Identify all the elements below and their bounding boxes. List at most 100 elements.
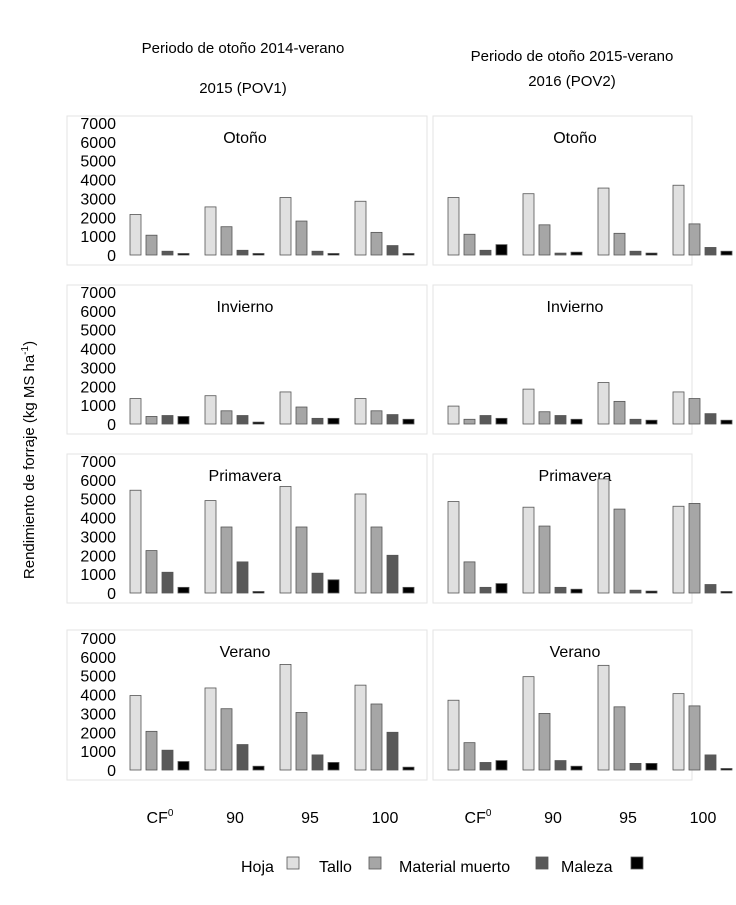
bar-material-muerto-cf xyxy=(161,415,174,425)
panel-title: Primavera xyxy=(209,468,282,485)
y-tick-label: 6000 xyxy=(80,650,116,667)
bar-hoja-cf xyxy=(447,197,460,256)
bar-hoja-100 xyxy=(672,391,685,425)
bar-material-muerto-100 xyxy=(386,731,399,771)
legend: Hoja Tallo Material muerto Maleza xyxy=(241,856,644,876)
bar-hoja-cf xyxy=(129,398,142,425)
bar-hoja-100 xyxy=(354,398,367,425)
bar-tallo-cf xyxy=(145,550,158,594)
legend-swatch-material-muerto xyxy=(535,856,549,870)
y-axis-label-main: Rendimiento de forraje (kg MS ha xyxy=(21,354,38,579)
bar-hoja-90 xyxy=(204,206,217,256)
bar-tallo-95 xyxy=(295,526,308,594)
bar-hoja-95 xyxy=(597,187,610,256)
y-tick-label: 7000 xyxy=(80,631,116,648)
legend-swatch-hoja xyxy=(286,856,300,870)
bar-material-muerto-95 xyxy=(311,572,324,594)
bar-material-muerto-90 xyxy=(236,415,249,425)
bar-hoja-95 xyxy=(279,197,292,256)
column-title-pov2-line1: Periodo de otoño 2015-verano xyxy=(471,48,674,65)
y-tick-label: 6000 xyxy=(80,135,116,152)
bar-material-muerto-cf xyxy=(479,762,492,771)
bar-maleza-cf xyxy=(177,586,190,594)
bar-maleza-cf xyxy=(177,761,190,771)
panel-verano-pov2: Verano xyxy=(432,629,733,781)
y-axis-label-sup: -1 xyxy=(20,345,31,354)
bar-maleza-cf xyxy=(177,253,190,256)
bar-material-muerto-90 xyxy=(236,744,249,771)
bar-maleza-100 xyxy=(402,418,415,425)
x-category-95-col1: 95 xyxy=(301,810,319,827)
y-tick-label: 1000 xyxy=(80,567,116,584)
bar-material-muerto-95 xyxy=(311,417,324,425)
bar-tallo-90 xyxy=(220,708,233,771)
bar-material-muerto-95 xyxy=(629,418,642,425)
bar-hoja-100 xyxy=(672,693,685,771)
bar-material-muerto-90 xyxy=(236,561,249,594)
bar-hoja-95 xyxy=(279,486,292,594)
bar-hoja-cf xyxy=(447,405,460,425)
bar-maleza-95 xyxy=(327,253,340,256)
bar-tallo-95 xyxy=(295,220,308,256)
panel-title: Invierno xyxy=(217,299,274,316)
bar-tallo-cf xyxy=(145,730,158,771)
bar-hoja-100 xyxy=(672,184,685,256)
bar-material-muerto-100 xyxy=(386,414,399,425)
bar-hoja-100 xyxy=(672,505,685,594)
bar-hoja-95 xyxy=(597,382,610,425)
y-tick-label: 5000 xyxy=(80,323,116,340)
bar-hoja-90 xyxy=(522,388,535,425)
y-tick-label: 0 xyxy=(107,417,116,434)
bar-material-muerto-100 xyxy=(386,554,399,594)
bar-maleza-cf xyxy=(495,583,508,594)
bar-tallo-cf xyxy=(145,416,158,425)
bar-tallo-100 xyxy=(688,705,701,771)
bar-tallo-95 xyxy=(613,706,626,771)
x-category-cf-col2: CF0 xyxy=(465,808,492,827)
bar-hoja-cf xyxy=(129,214,142,256)
bar-hoja-cf xyxy=(447,699,460,771)
bar-material-muerto-90 xyxy=(554,760,567,771)
x-category-90-col1: 90 xyxy=(226,810,244,827)
y-tick-label: 0 xyxy=(107,763,116,780)
y-tick-label: 4000 xyxy=(80,342,116,359)
bar-material-muerto-100 xyxy=(386,245,399,256)
bar-hoja-cf xyxy=(129,695,142,771)
legend-swatch-tallo xyxy=(368,856,382,870)
y-tick-label: 3000 xyxy=(80,360,116,377)
bar-maleza-90 xyxy=(252,253,265,256)
y-tick-label: 5000 xyxy=(80,669,116,686)
y-axis-label: Rendimiento de forraje (kg MS ha-1) xyxy=(20,341,38,579)
legend-label-material-muerto: Material muerto xyxy=(399,859,510,876)
bar-tallo-cf xyxy=(463,233,476,256)
bar-hoja-95 xyxy=(279,391,292,425)
y-tick-label: 0 xyxy=(107,248,116,265)
x-category-cf-col1: CF0 xyxy=(147,808,174,827)
legend-label-tallo: Tallo xyxy=(319,859,352,876)
y-tick-label: 2000 xyxy=(80,725,116,742)
panel-frame xyxy=(66,115,428,266)
panel-frame xyxy=(66,629,428,781)
x-category-base: 90 xyxy=(544,810,562,827)
panel-frame xyxy=(66,453,428,604)
y-tick-label: 7000 xyxy=(80,285,116,302)
x-category-base: 100 xyxy=(372,810,399,827)
bar-material-muerto-95 xyxy=(311,754,324,771)
bar-maleza-cf xyxy=(495,760,508,771)
bar-tallo-100 xyxy=(370,231,383,256)
bar-material-muerto-100 xyxy=(704,754,717,771)
bar-material-muerto-100 xyxy=(704,247,717,256)
bar-maleza-95 xyxy=(645,419,658,425)
panel-frame xyxy=(66,284,428,435)
bar-hoja-100 xyxy=(354,493,367,594)
legend-swatch-maleza xyxy=(630,856,644,870)
bar-maleza-90 xyxy=(570,251,583,256)
bar-maleza-100 xyxy=(720,768,733,771)
y-tick-label: 6000 xyxy=(80,304,116,321)
bar-material-muerto-cf xyxy=(479,415,492,425)
y-tick-label: 1000 xyxy=(80,229,116,246)
bar-hoja-90 xyxy=(522,506,535,594)
y-tick-label: 5000 xyxy=(80,492,116,509)
